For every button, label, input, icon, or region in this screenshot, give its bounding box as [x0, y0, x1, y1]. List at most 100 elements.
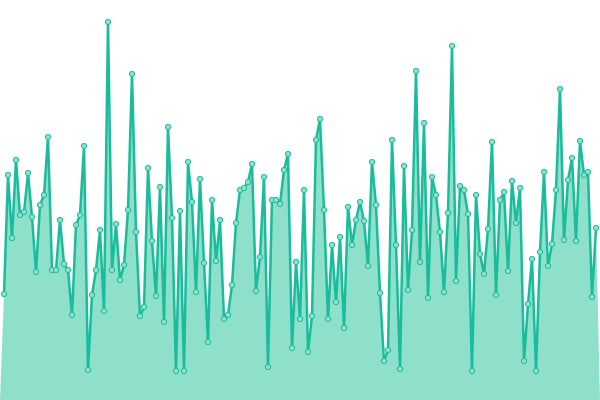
point [244, 178, 252, 186]
point [304, 348, 312, 356]
point [376, 289, 384, 297]
point [296, 315, 304, 323]
point [328, 241, 336, 249]
point [168, 214, 176, 222]
point [412, 67, 420, 75]
point [124, 206, 132, 214]
point [560, 236, 568, 244]
point [36, 201, 44, 209]
point [548, 240, 556, 248]
point [324, 315, 332, 323]
point [56, 216, 64, 224]
point [524, 300, 532, 308]
point [452, 277, 460, 285]
point [132, 228, 140, 236]
point [220, 315, 228, 323]
point [232, 219, 240, 227]
point [156, 183, 164, 191]
point [388, 136, 396, 144]
point [480, 270, 488, 278]
point [60, 260, 68, 268]
point [572, 237, 580, 245]
point [80, 142, 88, 150]
point [0, 290, 8, 298]
point [428, 173, 436, 181]
point [488, 138, 496, 146]
point [216, 216, 224, 224]
point [396, 365, 404, 373]
point [592, 224, 600, 232]
point [92, 266, 100, 274]
point [240, 184, 248, 192]
point [12, 156, 20, 164]
point [224, 311, 232, 319]
point [204, 338, 212, 346]
point [496, 196, 504, 204]
point [96, 226, 104, 234]
point [424, 294, 432, 302]
point [212, 257, 220, 265]
point [256, 253, 264, 261]
point [576, 137, 584, 145]
point [528, 255, 536, 263]
point [440, 288, 448, 296]
point [180, 367, 188, 375]
point [544, 262, 552, 270]
point [436, 228, 444, 236]
point [208, 196, 216, 204]
point [140, 303, 148, 311]
point [128, 70, 136, 78]
point [148, 237, 156, 245]
point [136, 312, 144, 320]
point [368, 158, 376, 166]
point [68, 311, 76, 319]
point [292, 258, 300, 266]
point [164, 123, 172, 131]
point [320, 206, 328, 214]
point [540, 168, 548, 176]
point [416, 258, 424, 266]
point [8, 234, 16, 242]
point [380, 357, 388, 365]
point [276, 200, 284, 208]
point [476, 250, 484, 258]
point [44, 133, 52, 141]
point [444, 209, 452, 217]
point [176, 207, 184, 215]
point [160, 318, 168, 326]
point [340, 324, 348, 332]
point [484, 225, 492, 233]
point [312, 136, 320, 144]
point [556, 85, 564, 93]
point [336, 233, 344, 241]
point [588, 293, 596, 301]
point [252, 287, 260, 295]
point [504, 267, 512, 275]
point [348, 241, 356, 249]
point [152, 292, 160, 300]
point [272, 196, 280, 204]
point [280, 166, 288, 174]
point [88, 291, 96, 299]
point [360, 217, 368, 225]
point [352, 216, 360, 224]
point [564, 176, 572, 184]
point [472, 191, 480, 199]
point [520, 357, 528, 365]
point [112, 220, 120, 228]
point [64, 266, 72, 274]
point [316, 115, 324, 123]
point [512, 219, 520, 227]
point [344, 203, 352, 211]
point [308, 312, 316, 320]
point [432, 191, 440, 199]
point [568, 154, 576, 162]
point [196, 175, 204, 183]
point [356, 198, 364, 206]
point [100, 307, 108, 315]
point [120, 261, 128, 269]
point [536, 248, 544, 256]
point [392, 241, 400, 249]
point [28, 213, 36, 221]
point [20, 208, 28, 216]
